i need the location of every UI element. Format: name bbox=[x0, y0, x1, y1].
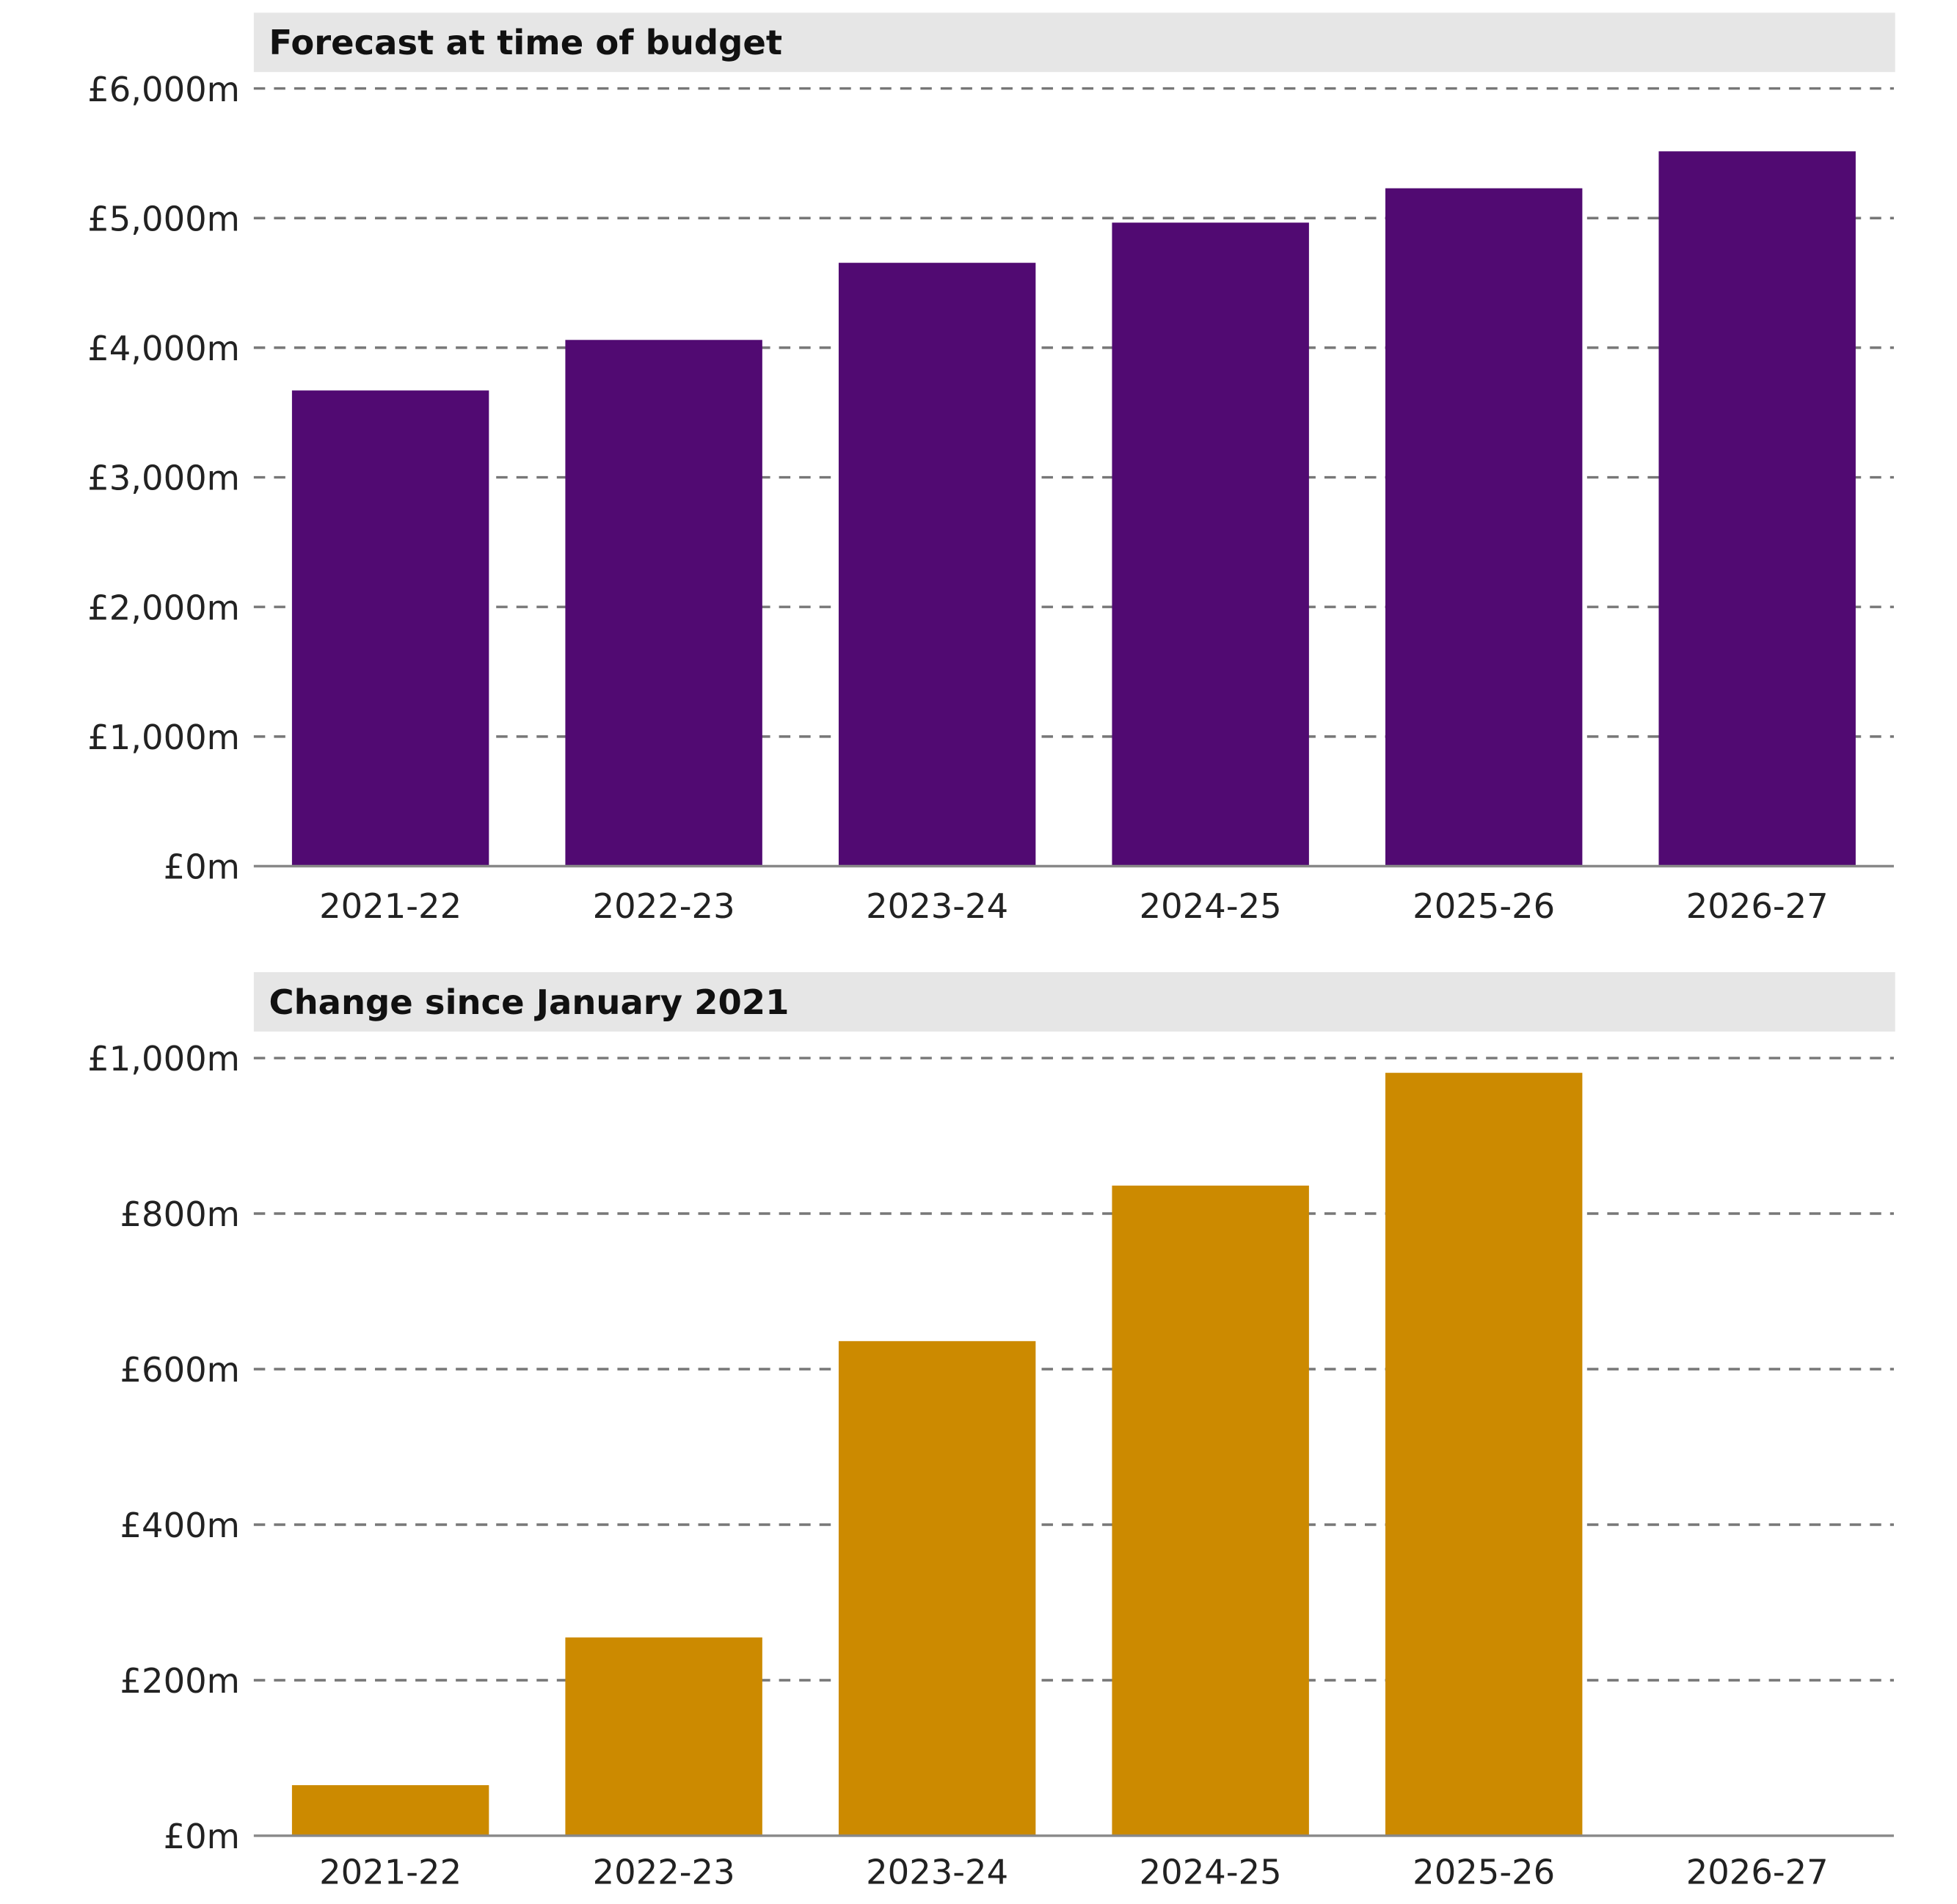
x-tick-label: 2022-23 bbox=[593, 1852, 735, 1892]
bar-2022-23 bbox=[565, 340, 762, 867]
x-tick-label: 2023-24 bbox=[866, 1852, 1008, 1892]
bar-2025-26 bbox=[1385, 188, 1583, 867]
x-tick-label: 2024-25 bbox=[1140, 1852, 1282, 1892]
y-tick-label: £4,000m bbox=[87, 329, 240, 368]
y-tick-label: £1,000m bbox=[87, 1039, 240, 1079]
y-tick-label: £5,000m bbox=[87, 199, 240, 238]
bar-2025-26 bbox=[1385, 1073, 1583, 1836]
panel-title-background bbox=[253, 12, 1895, 73]
x-tick-label: 2025-26 bbox=[1413, 1852, 1555, 1892]
y-tick-label: £600m bbox=[120, 1350, 240, 1390]
bar-2023-24 bbox=[838, 263, 1036, 867]
x-tick-label: 2024-25 bbox=[1140, 886, 1282, 926]
x-tick-label: 2025-26 bbox=[1413, 886, 1555, 926]
panel-title: Change since January 2021 bbox=[269, 982, 789, 1022]
panel-change-since-january-2021: Change since January 2021 £0m £200m £400m £… bbox=[87, 972, 1895, 1892]
y-tick-label: £0m bbox=[164, 1817, 240, 1856]
x-tick-label: 2021-22 bbox=[319, 1852, 462, 1892]
y-tick-label: £400m bbox=[120, 1506, 240, 1545]
bar-2024-25 bbox=[1112, 1185, 1309, 1836]
bar-2021-22 bbox=[291, 1785, 489, 1836]
x-tick-label: 2021-22 bbox=[319, 886, 462, 926]
bar-2026-27 bbox=[1658, 151, 1856, 867]
x-tick-label: 2026-27 bbox=[1686, 1852, 1829, 1892]
panel-title-background bbox=[253, 972, 1895, 1032]
y-tick-label: £3,000m bbox=[87, 459, 240, 498]
bar-2024-25 bbox=[1112, 222, 1309, 867]
y-tick-label: £1,000m bbox=[87, 718, 240, 757]
y-tick-label: £200m bbox=[120, 1661, 240, 1701]
panel-title: Forecast at time of budget bbox=[269, 23, 782, 62]
y-tick-label: £6,000m bbox=[87, 70, 240, 109]
x-tick-label: 2023-24 bbox=[866, 886, 1008, 926]
bar-2023-24 bbox=[838, 1341, 1036, 1836]
panel-forecast-at-budget: Forecast at time of budget £0m £1,000m £2,… bbox=[87, 12, 1895, 926]
y-tick-label: £0m bbox=[164, 847, 240, 887]
y-tick-label: £2,000m bbox=[87, 588, 240, 627]
bar-2022-23 bbox=[565, 1637, 762, 1836]
x-tick-label: 2026-27 bbox=[1686, 886, 1829, 926]
y-tick-label: £800m bbox=[120, 1194, 240, 1234]
bar-2021-22 bbox=[291, 390, 489, 867]
x-tick-label: 2022-23 bbox=[593, 886, 735, 926]
